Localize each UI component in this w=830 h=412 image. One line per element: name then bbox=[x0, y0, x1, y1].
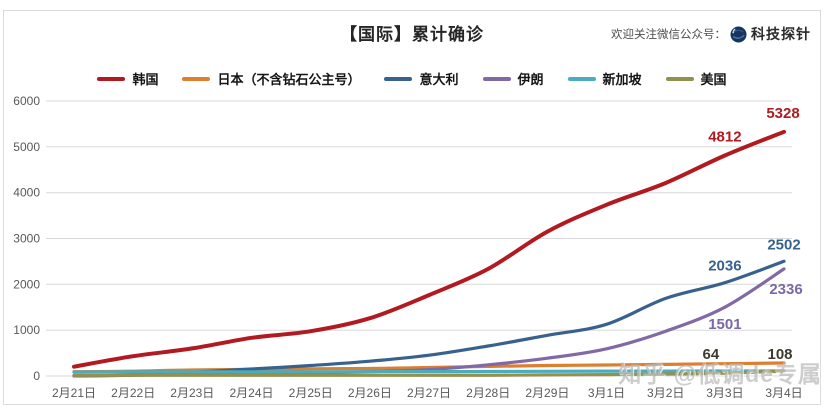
x-tick-label-4: 2月25日 bbox=[289, 386, 333, 400]
legend-swatch-usa bbox=[665, 76, 694, 81]
legend-label-singapore: 新加坡 bbox=[602, 72, 642, 87]
legend-item-singapore: 新加坡 bbox=[567, 69, 642, 88]
legend-label-korea: 韩国 bbox=[132, 72, 159, 87]
x-tick-label-6: 2月27日 bbox=[407, 386, 451, 400]
y-tick-label-2000: 2000 bbox=[13, 277, 40, 291]
y-tick-label-1000: 1000 bbox=[13, 323, 40, 337]
x-tick-label-8: 2月29日 bbox=[525, 386, 569, 400]
legend-item-iran: 伊朗 bbox=[482, 69, 544, 88]
x-tick-label-2: 2月23日 bbox=[170, 386, 214, 400]
x-tick-label-7: 2月28日 bbox=[466, 386, 510, 400]
legend-item-korea: 韩国 bbox=[97, 69, 158, 88]
x-tick-label-5: 2月26日 bbox=[348, 386, 392, 400]
x-tick-label-3: 2月24日 bbox=[229, 386, 273, 400]
y-tick-label-6000: 6000 bbox=[13, 94, 40, 108]
legend-label-japan: 日本（不含钻石公主号） bbox=[217, 72, 361, 87]
y-tick-label-4000: 4000 bbox=[13, 186, 40, 200]
y-tick-label-3000: 3000 bbox=[13, 232, 40, 246]
legend-swatch-japan bbox=[182, 76, 211, 81]
value-label-2036: 2036 bbox=[708, 258, 741, 275]
value-label-4812: 4812 bbox=[708, 129, 741, 146]
watermark: 知乎 @低调de专属 bbox=[618, 361, 822, 387]
value-label-5328: 5328 bbox=[766, 105, 799, 122]
wechat-note: 欢迎关注微信公众号： bbox=[611, 29, 726, 41]
legend-swatch-iran bbox=[482, 76, 511, 81]
brand-name: 科技探针 bbox=[751, 26, 811, 42]
legend-label-usa: 美国 bbox=[700, 72, 727, 87]
x-tick-label-1: 2月22日 bbox=[111, 386, 155, 400]
chart-card: 【国际】累计确诊 欢迎关注微信公众号： 科技探针 韩国 日本（不含钻石公主号） 意大… bbox=[3, 10, 821, 405]
legend-label-italy: 意大利 bbox=[419, 72, 459, 87]
legend-item-italy: 意大利 bbox=[384, 69, 459, 88]
globe-icon bbox=[730, 26, 747, 43]
legend-swatch-singapore bbox=[567, 76, 596, 81]
legend-swatch-italy bbox=[384, 76, 413, 81]
y-tick-label-0: 0 bbox=[33, 369, 40, 383]
x-tick-label-0: 2月21日 bbox=[52, 386, 96, 400]
value-label-1501: 1501 bbox=[708, 316, 741, 333]
y-tick-label-5000: 5000 bbox=[13, 140, 40, 154]
value-label-2336: 2336 bbox=[769, 281, 802, 298]
legend-label-iran: 伊朗 bbox=[517, 72, 544, 87]
wechat-banner: 欢迎关注微信公众号： 科技探针 bbox=[611, 24, 811, 44]
legend-swatch-korea bbox=[97, 76, 126, 81]
chart-legend: 韩国 日本（不含钻石公主号） 意大利 伊朗 新加坡 美国 bbox=[4, 69, 820, 88]
legend-item-japan: 日本（不含钻石公主号） bbox=[182, 69, 360, 88]
legend-item-usa: 美国 bbox=[665, 69, 727, 88]
series-line-korea bbox=[72, 129, 786, 369]
chart-title: 【国际】累计确诊 bbox=[340, 25, 484, 44]
value-label-2502: 2502 bbox=[767, 236, 800, 253]
